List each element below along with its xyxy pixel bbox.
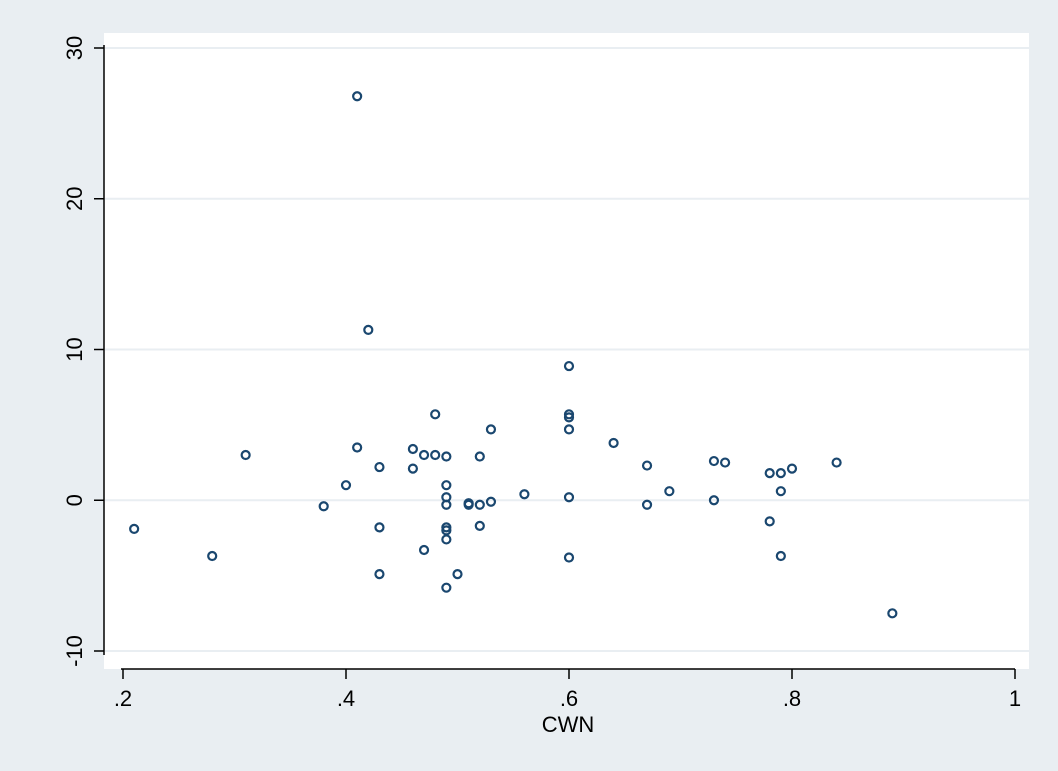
data-point	[374, 522, 385, 533]
data-point	[474, 520, 485, 531]
data-points	[129, 91, 898, 619]
data-point	[474, 451, 485, 462]
data-point	[775, 486, 786, 497]
data-point	[485, 496, 497, 507]
data-point	[430, 449, 441, 461]
data-point	[775, 550, 786, 562]
x-axis-title: CWN	[542, 712, 595, 737]
data-point	[240, 449, 251, 461]
y-tick-label: 10	[62, 337, 87, 361]
data-point	[352, 91, 363, 102]
data-point	[441, 582, 452, 593]
x-tick-label: 1	[1009, 686, 1021, 711]
data-point	[207, 550, 218, 562]
data-point	[340, 480, 352, 491]
data-point	[441, 451, 452, 462]
data-point	[441, 480, 452, 491]
data-point	[474, 499, 485, 510]
data-point	[608, 437, 619, 449]
data-point	[764, 516, 775, 527]
data-point	[418, 544, 430, 556]
y-tick-label: -10	[62, 635, 87, 667]
data-point	[407, 463, 418, 474]
y-tick-label: 0	[62, 494, 87, 506]
ticks: -10 0 10 20 30 .2 .4 .6 .8 1	[62, 36, 1021, 711]
data-point	[452, 569, 463, 580]
data-point	[719, 457, 731, 468]
data-point	[418, 449, 430, 461]
data-point	[374, 461, 385, 473]
data-point	[563, 412, 575, 423]
data-point	[519, 489, 530, 500]
data-point	[407, 443, 418, 455]
data-point	[764, 468, 775, 479]
data-point	[563, 552, 575, 563]
data-point	[485, 424, 497, 435]
data-point	[352, 442, 363, 453]
x-tick-label: .4	[337, 686, 355, 711]
data-point	[641, 499, 653, 510]
data-point	[831, 457, 842, 468]
x-tick-label: .2	[114, 686, 132, 711]
x-tick-label: .8	[783, 686, 801, 711]
plot-area	[104, 33, 1029, 669]
data-point	[441, 499, 452, 510]
data-point	[374, 569, 385, 580]
data-point	[775, 468, 786, 479]
data-point	[708, 455, 720, 467]
y-tick-label: 20	[62, 187, 87, 211]
data-point	[129, 523, 140, 534]
data-point	[563, 492, 575, 503]
data-point	[641, 460, 653, 471]
data-point	[430, 409, 441, 420]
data-point	[563, 360, 575, 372]
data-point	[441, 534, 452, 545]
data-point	[887, 608, 898, 619]
data-point	[363, 324, 374, 336]
x-tick-label: .6	[560, 686, 578, 711]
data-point	[318, 501, 329, 512]
data-point	[563, 424, 575, 435]
data-point	[786, 463, 798, 474]
y-tick-label: 30	[62, 36, 87, 60]
data-point	[463, 499, 474, 510]
data-point	[664, 486, 675, 497]
data-point	[708, 495, 720, 506]
